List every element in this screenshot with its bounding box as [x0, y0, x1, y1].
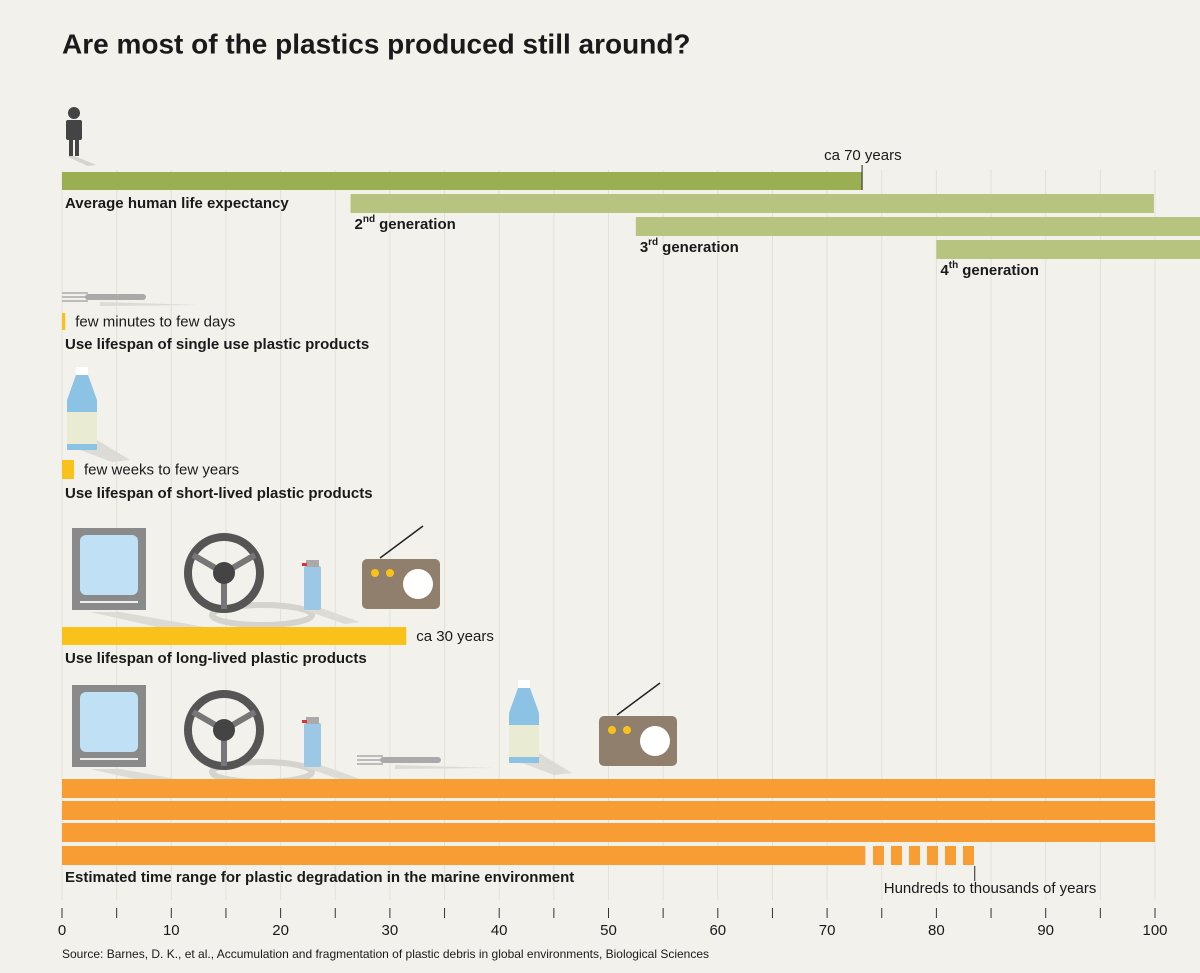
bar	[62, 801, 1155, 820]
generation-text: generation	[662, 239, 739, 256]
icons	[62, 107, 678, 790]
generation-number: 2	[355, 216, 363, 233]
annotation: ca 70 years	[824, 147, 902, 164]
bar	[62, 779, 1155, 798]
chart-title: Are most of the plastics produced still …	[62, 28, 691, 59]
x-tick-label: 0	[58, 922, 66, 939]
x-tick-label: 70	[819, 922, 836, 939]
x-tick-label: 50	[600, 922, 617, 939]
bar	[62, 460, 75, 479]
bar	[62, 823, 1155, 842]
row-label: Estimated time range for plastic degrada…	[65, 869, 574, 886]
row-label: Use lifespan of single use plastic produ…	[65, 336, 369, 353]
x-tick-label: 20	[272, 922, 289, 939]
annotation: few minutes to few days	[75, 313, 235, 330]
generation-label: 4th generation	[940, 260, 1038, 279]
annotation: Hundreds to thousands of years	[884, 880, 1097, 897]
row-label: Use lifespan of short-lived plastic prod…	[65, 485, 373, 502]
x-tick-label: 80	[928, 922, 945, 939]
bar	[62, 627, 407, 645]
row-label: Use lifespan of long-lived plastic produ…	[65, 650, 367, 667]
generation-label: 3rd generation	[640, 237, 739, 256]
source: Source: Barnes, D. K., et al., Accumulat…	[62, 947, 709, 961]
x-tick-label: 100	[1142, 922, 1167, 939]
generation-suffix: rd	[648, 237, 658, 248]
x-tick-label: 30	[382, 922, 399, 939]
bar	[62, 172, 863, 190]
generation-label: 2nd generation	[355, 214, 456, 233]
generation-text: generation	[962, 262, 1039, 279]
annotation: ca 30 years	[416, 628, 494, 645]
x-tick-label: 90	[1037, 922, 1054, 939]
generation-suffix: nd	[363, 214, 375, 225]
grid	[61, 170, 1156, 900]
bar	[635, 217, 1200, 236]
row-label: Average human life expectancy	[65, 195, 289, 212]
bar	[62, 313, 66, 330]
generation-number: 4	[940, 262, 949, 279]
x-tick-label: 40	[491, 922, 508, 939]
x-tick-label: 10	[163, 922, 180, 939]
annotation: few weeks to few years	[84, 461, 239, 478]
generation-number: 3	[640, 239, 648, 256]
bar	[350, 194, 1154, 213]
x-tick-label: 60	[709, 922, 726, 939]
generation-suffix: th	[949, 260, 958, 271]
person-icon	[66, 107, 96, 166]
generation-text: generation	[379, 216, 456, 233]
bar	[62, 846, 866, 865]
bar	[936, 240, 1200, 259]
